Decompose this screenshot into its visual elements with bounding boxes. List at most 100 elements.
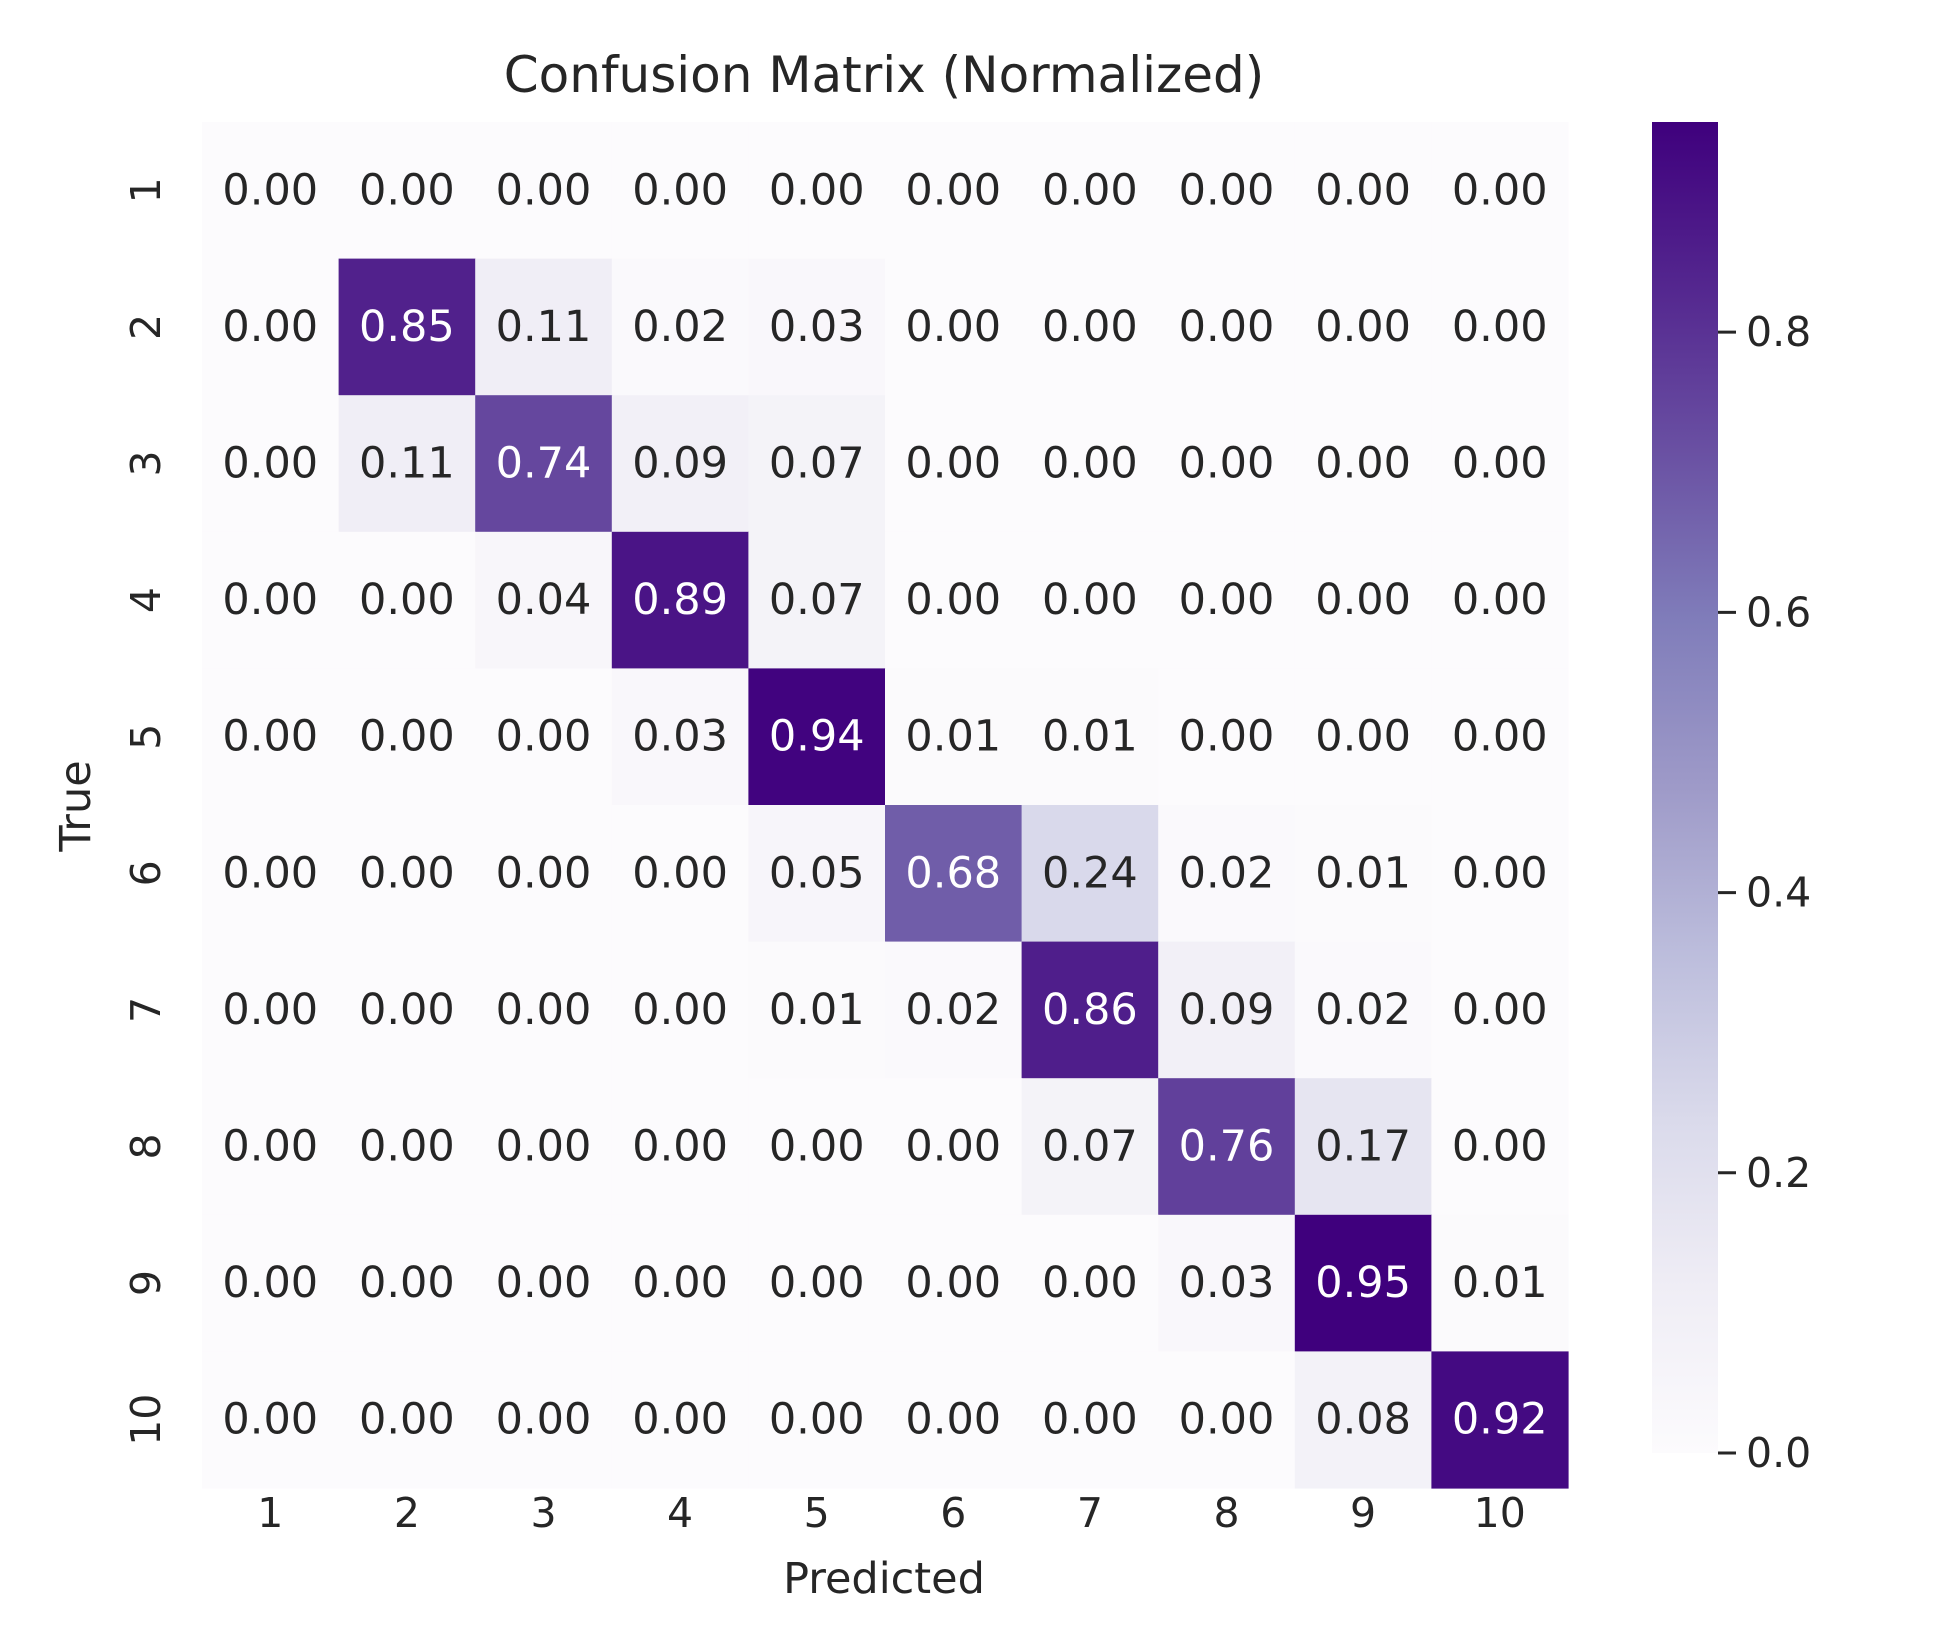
cell-value-label: 0.03	[1179, 1258, 1275, 1308]
cell-value-label: 0.09	[632, 439, 728, 489]
heatmap-cell	[475, 122, 613, 260]
cell-value-label: 0.00	[769, 1395, 865, 1445]
heatmap-cell	[1021, 1214, 1159, 1352]
cell-value-label: 0.00	[905, 439, 1001, 489]
heatmap-cell	[885, 1078, 1023, 1216]
heatmap-cell	[1021, 1078, 1159, 1216]
y-axis-label: True	[51, 760, 101, 852]
heatmap-cell	[202, 668, 340, 806]
heatmap-cell	[748, 1351, 886, 1489]
heatmap-cell	[885, 122, 1023, 260]
cell-value-label: 0.68	[905, 848, 1001, 898]
heatmap-cell	[748, 1078, 886, 1216]
cell-value-label: 0.00	[1042, 1258, 1138, 1308]
heatmap-cell	[1021, 941, 1159, 1079]
heatmap-cell	[202, 395, 340, 533]
colorbar-tick-label: 0.4	[1746, 869, 1811, 917]
heatmap-cell	[1431, 1351, 1569, 1489]
heatmap-cell	[202, 941, 340, 1079]
cell-value-label: 0.00	[1315, 575, 1411, 625]
cell-value-label: 0.94	[769, 712, 865, 762]
heatmap-cell	[885, 941, 1023, 1079]
cell-value-label: 0.00	[496, 712, 592, 762]
cell-value-label: 0.00	[359, 848, 455, 898]
cell-value-label: 0.00	[1452, 1122, 1548, 1172]
heatmap-cell	[1021, 531, 1159, 669]
heatmap-cell	[202, 805, 340, 943]
cell-value-label: 0.00	[769, 165, 865, 215]
heatmap-cell	[475, 395, 613, 533]
cell-value-label: 0.00	[632, 1122, 728, 1172]
y-tick-label: 4	[122, 587, 170, 613]
heatmap-cell	[338, 668, 476, 806]
cell-value-label: 0.00	[1042, 439, 1138, 489]
colorbar-ticks: 0.0 0.2 0.4 0.6 0.8	[1718, 308, 1811, 1477]
cell-value-label: 0.00	[1042, 302, 1138, 352]
cell-value-label: 0.00	[1452, 165, 1548, 215]
heatmap-cell	[1158, 1214, 1296, 1352]
heatmap-cell	[202, 1351, 340, 1489]
heatmap-cell	[748, 531, 886, 669]
cell-value-label: 0.00	[222, 985, 318, 1035]
heatmap-cell	[748, 1214, 886, 1352]
heatmap-cell	[1431, 395, 1569, 533]
heatmap-cell	[748, 122, 886, 260]
cell-value-label: 0.89	[632, 575, 728, 625]
cell-value-label: 0.00	[222, 165, 318, 215]
cell-value-label: 0.05	[769, 848, 865, 898]
cell-value-label: 0.11	[359, 439, 455, 489]
cell-value-label: 0.00	[1042, 165, 1138, 215]
cell-value-label: 0.03	[769, 302, 865, 352]
heatmap-cell	[1021, 395, 1159, 533]
colorbar	[1652, 122, 1718, 1453]
heatmap-cell	[202, 122, 340, 260]
cell-value-label: 0.00	[222, 439, 318, 489]
heatmap-cell	[885, 805, 1023, 943]
heatmap-cell	[475, 1078, 613, 1216]
heatmap-cell	[885, 531, 1023, 669]
y-tick-label: 8	[122, 1133, 170, 1159]
heatmap-cells	[202, 122, 1569, 1489]
heatmap-cell	[1158, 805, 1296, 943]
heatmap-cell	[1294, 805, 1432, 943]
cell-value-label: 0.00	[1179, 712, 1275, 762]
cell-value-label: 0.00	[1452, 985, 1548, 1035]
cell-value-label: 0.00	[1452, 848, 1548, 898]
heatmap-cell	[1158, 395, 1296, 533]
heatmap-cell	[611, 941, 749, 1079]
heatmap-cell	[475, 805, 613, 943]
x-axis-tick-labels: 1 2 3 4 5 6 7 8 9 10	[257, 1489, 1526, 1537]
heatmap-cell	[475, 1351, 613, 1489]
x-tick-label: 6	[940, 1489, 966, 1537]
cell-value-label: 0.01	[1452, 1258, 1548, 1308]
colorbar-tick-label: 0.2	[1746, 1149, 1811, 1197]
cell-value-label: 0.08	[1315, 1395, 1411, 1445]
cell-value-label: 0.85	[359, 302, 455, 352]
heatmap-cell	[1431, 1078, 1569, 1216]
cell-value-label: 0.76	[1179, 1122, 1275, 1172]
cell-value-label: 0.00	[1179, 302, 1275, 352]
y-tick-label: 5	[122, 724, 170, 750]
cell-value-label: 0.00	[1315, 439, 1411, 489]
cell-value-label: 0.95	[1315, 1258, 1411, 1308]
heatmap-cell	[1158, 668, 1296, 806]
cell-value-label: 0.00	[632, 1395, 728, 1445]
heatmap-cell	[748, 941, 886, 1079]
colorbar-tick-label: 0.0	[1746, 1429, 1811, 1477]
heatmap-cell	[611, 1214, 749, 1352]
heatmap-cell	[475, 668, 613, 806]
cell-value-label: 0.02	[632, 302, 728, 352]
cell-value-label: 0.24	[1042, 848, 1138, 898]
cell-value-label: 0.04	[496, 575, 592, 625]
heatmap-cell	[1021, 122, 1159, 260]
cell-value-label: 0.00	[222, 302, 318, 352]
cell-value-label: 0.00	[496, 1258, 592, 1308]
heatmap-cell	[1294, 668, 1432, 806]
heatmap-cell	[338, 122, 476, 260]
heatmap-cell	[1294, 941, 1432, 1079]
cell-value-label: 0.00	[905, 165, 1001, 215]
cell-value-label: 0.00	[905, 1122, 1001, 1172]
heatmap-cell	[885, 1351, 1023, 1489]
cell-value-label: 0.00	[632, 1258, 728, 1308]
y-tick-label: 2	[122, 314, 170, 340]
